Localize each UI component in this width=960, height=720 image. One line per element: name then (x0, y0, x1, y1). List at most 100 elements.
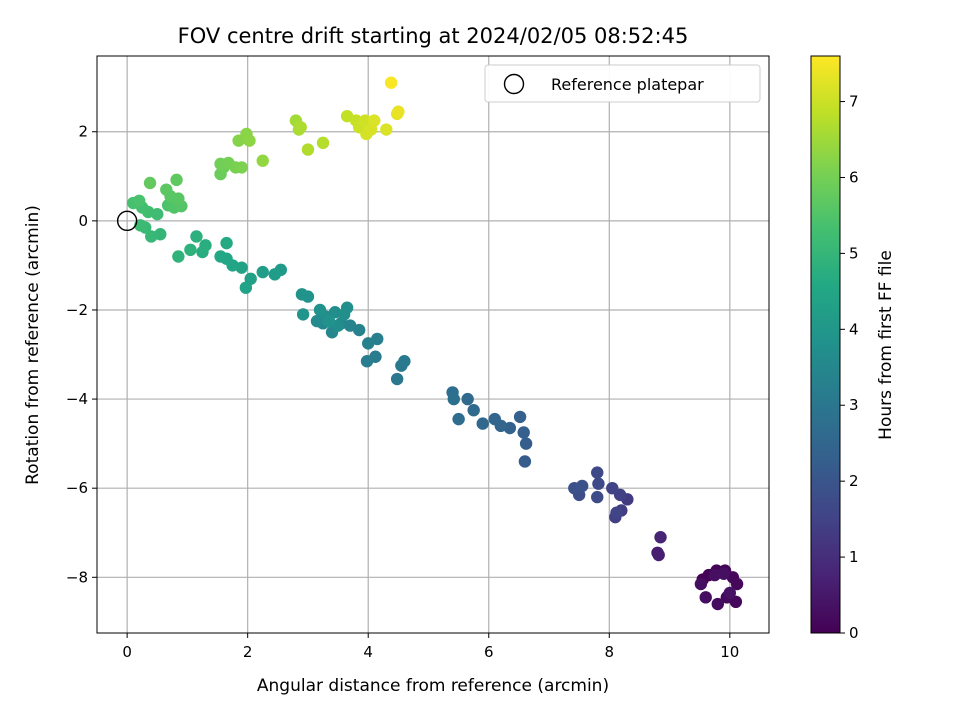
chart-title: FOV centre drift starting at 2024/02/05 … (178, 24, 689, 48)
data-point (517, 426, 530, 439)
data-point (699, 591, 712, 604)
data-point (134, 219, 147, 232)
data-point (513, 410, 527, 424)
data-point (296, 308, 310, 321)
data-point (340, 301, 354, 314)
y-tick-label: −2 (66, 301, 88, 319)
y-tick-label: 0 (78, 212, 88, 230)
colorbar-tick-label: 4 (849, 320, 859, 338)
data-point (256, 265, 269, 279)
data-point (239, 281, 253, 294)
data-point (390, 372, 404, 386)
data-point (610, 506, 623, 519)
y-tick-label: −6 (66, 479, 88, 497)
data-point (711, 597, 724, 611)
x-tick-label: 6 (484, 643, 494, 661)
data-points (126, 76, 744, 611)
data-point (452, 412, 465, 426)
x-axis: 0 2 4 6 8 10 (122, 633, 739, 661)
data-point (214, 250, 227, 263)
legend-entry-label: Reference platepar (551, 75, 704, 94)
data-point (160, 183, 173, 196)
data-point (313, 303, 327, 317)
colorbar-tick-label: 0 (849, 624, 859, 642)
reference-platepar-marker (116, 210, 138, 232)
data-point (398, 355, 411, 368)
legend-box (484, 64, 761, 103)
data-point (220, 236, 233, 250)
legend-reference-marker (503, 73, 525, 95)
colorbar-tick-label: 6 (849, 168, 859, 186)
data-point (447, 392, 460, 406)
data-point (654, 531, 667, 544)
x-tick-label: 10 (720, 643, 739, 661)
data-point (301, 143, 315, 156)
data-point (380, 123, 393, 136)
y-tick-label: 2 (78, 123, 88, 141)
data-point (591, 490, 604, 504)
data-point (322, 314, 336, 328)
plot-frame (96, 55, 770, 634)
data-point (392, 105, 405, 118)
legend: Reference platepar (484, 64, 761, 103)
x-tick-label: 8 (605, 643, 615, 661)
data-point (488, 412, 501, 426)
data-point (461, 392, 474, 406)
colorbar-tick-label: 3 (849, 396, 859, 414)
data-point (235, 161, 248, 174)
data-point (368, 114, 381, 127)
data-point (362, 337, 375, 350)
colorbar-gradient (811, 56, 840, 633)
data-point (652, 548, 665, 562)
data-point (170, 173, 183, 187)
data-point (243, 134, 256, 147)
data-point (268, 268, 281, 281)
x-axis-label: Angular distance from reference (arcmin) (257, 676, 609, 696)
colorbar: 0 1 2 3 4 5 6 7 Hours from first FF file (810, 55, 896, 642)
y-axis: 2 0 −2 −4 −6 −8 (66, 123, 97, 586)
data-point (717, 567, 730, 580)
data-point (694, 577, 708, 591)
colorbar-ticks: 0 1 2 3 4 5 6 7 (840, 93, 859, 642)
data-point (143, 176, 157, 190)
data-point (575, 479, 589, 493)
data-point (592, 477, 605, 490)
data-point (519, 437, 533, 450)
y-axis-label: Rotation from reference (arcmin) (23, 205, 43, 485)
colorbar-tick-label: 7 (849, 93, 859, 111)
data-point (184, 243, 197, 257)
data-point (591, 466, 604, 479)
y-tick-label: −4 (66, 390, 88, 408)
data-point (256, 154, 269, 167)
x-tick-label: 0 (122, 643, 132, 661)
data-point (360, 355, 374, 368)
data-point (384, 76, 398, 89)
data-point (145, 230, 158, 243)
colorbar-frame (810, 55, 841, 634)
data-point (723, 586, 737, 600)
data-point (295, 288, 309, 301)
x-tick-label: 2 (243, 643, 253, 661)
colorbar-tick-label: 2 (849, 472, 859, 490)
colorbar-tick-label: 1 (849, 548, 859, 566)
y-tick-label: −8 (66, 568, 88, 586)
colorbar-label: Hours from first FF file (876, 250, 896, 440)
data-point (467, 404, 480, 417)
data-point (730, 577, 744, 591)
data-point (190, 230, 203, 243)
data-point (199, 239, 212, 252)
data-point (476, 417, 489, 430)
data-point (132, 194, 146, 208)
data-point (518, 455, 532, 468)
reference-marker-layer (116, 210, 138, 232)
data-point (606, 481, 619, 495)
data-point (358, 114, 372, 127)
data-point (294, 121, 307, 134)
x-tick-label: 4 (363, 643, 373, 661)
data-point (316, 136, 330, 150)
data-point (172, 192, 185, 205)
colorbar-tick-label: 5 (849, 244, 859, 262)
data-point (172, 250, 185, 263)
